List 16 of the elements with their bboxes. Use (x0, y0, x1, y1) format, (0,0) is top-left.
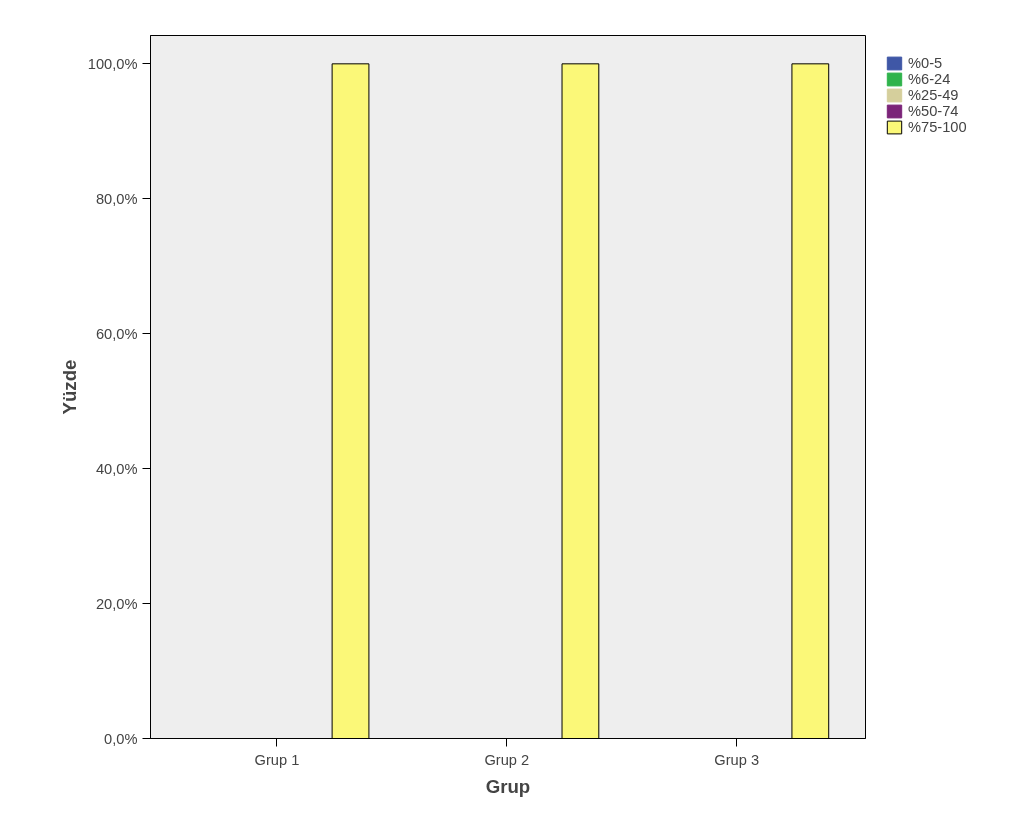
y-tick-label: 80,0% (95, 190, 138, 207)
y-tick-label: 0,0% (104, 730, 138, 747)
x-axis-title: Grup (485, 775, 531, 797)
y-tick-label: 20,0% (95, 595, 138, 612)
y-tick-label: 60,0% (95, 325, 138, 342)
y-axis-title: Yüzde (58, 359, 80, 415)
legend-label: %50-74 (908, 103, 959, 119)
legend-label: %25-49 (908, 87, 959, 103)
y-tick-label: 100,0% (87, 55, 138, 72)
x-tick-label: Grup 1 (254, 751, 300, 768)
y-tick-label: 40,0% (95, 460, 138, 477)
legend-label: %0-5 (908, 55, 943, 71)
x-tick-label: Grup 2 (484, 751, 530, 768)
x-tick-label: Grup 3 (714, 751, 760, 768)
legend-label: %75-100 (908, 119, 967, 135)
legend-label: %6-24 (908, 71, 951, 87)
